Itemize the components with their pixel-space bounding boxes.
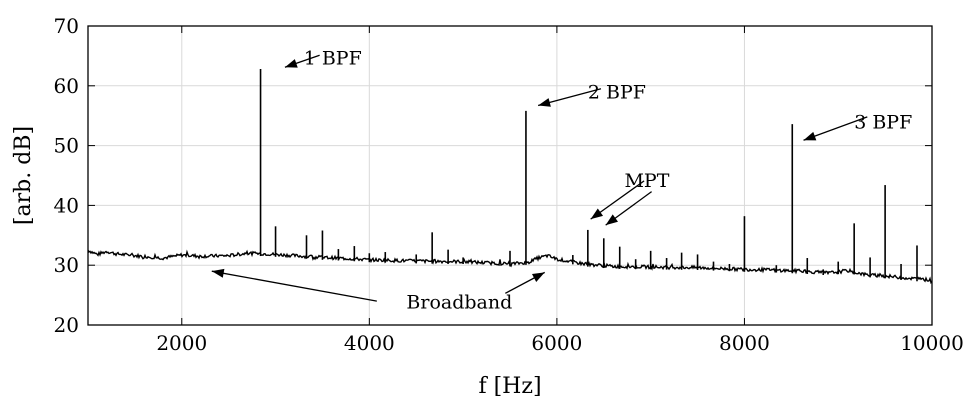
y-axis-title: [arb. dB] [11, 126, 36, 225]
x-tick-label: 4000 [344, 331, 395, 355]
x-tick-label: 8000 [719, 331, 770, 355]
y-tick-labels: 20 30 40 50 60 70 [54, 14, 79, 337]
annotation-label: 2 BPF [588, 81, 646, 103]
annotation-label: Broadband [406, 291, 512, 313]
grid-lines [88, 25, 933, 326]
spectrum-peaks-layer [259, 69, 918, 282]
annotation-label: 1 BPF [304, 47, 362, 69]
annotation-arrow [284, 54, 320, 68]
y-tick-label: 60 [54, 74, 79, 98]
x-tick-label: 2000 [156, 331, 207, 355]
annotation-arrow [505, 271, 546, 294]
y-tick-label: 40 [54, 193, 79, 217]
y-tick-label: 30 [54, 253, 79, 277]
y-tick-label: 20 [54, 313, 79, 337]
annotations: 1 BPF 2 BPF 3 BPF MPT Broadband [211, 47, 912, 313]
annotation-arrow [803, 116, 868, 141]
annotation-label: 3 BPF [854, 111, 912, 133]
tick-marks [88, 25, 933, 326]
x-tick-label: 10000 [900, 331, 964, 355]
annotation-arrow [590, 180, 645, 220]
y-tick-label: 50 [54, 134, 79, 158]
annotation-arrow [605, 191, 652, 226]
x-axis-title: f [Hz] [478, 374, 541, 399]
annotation-label: MPT [624, 170, 669, 192]
x-tick-labels: 2000 4000 6000 8000 10000 [156, 331, 963, 355]
annotation-arrow [211, 268, 377, 302]
plot-frame [87, 25, 933, 326]
x-tick-label: 6000 [531, 331, 582, 355]
annotation-arrow [537, 88, 602, 107]
y-tick-label: 70 [54, 14, 79, 38]
